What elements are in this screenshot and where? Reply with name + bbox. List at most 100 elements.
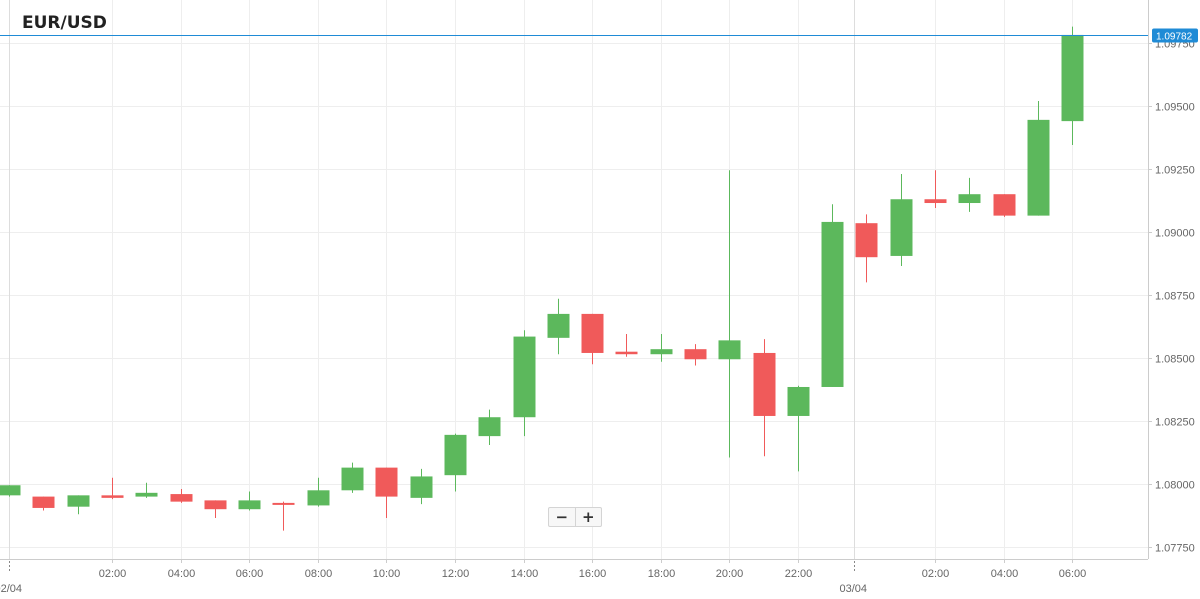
candle-body [890,199,913,256]
x-tick-label: 08:00 [305,568,333,580]
candle-down [855,214,878,283]
candle-body [787,386,810,416]
candle-body [924,199,947,204]
candle-body [272,502,295,505]
candle-body [1027,119,1050,216]
candle-body [170,494,193,502]
zoom-controls: − + [548,507,602,527]
candle-down [993,194,1016,217]
candle-body [650,349,673,355]
current-price-tag [1152,28,1198,43]
candle-body [307,490,330,506]
x-tick-label: 06:00 [236,568,264,580]
candle-down [170,489,193,503]
x-tick-label: 04:00 [168,568,196,580]
candle-down [753,339,776,457]
candle-body [718,340,741,360]
candle-up [307,477,330,507]
grid [0,0,1148,559]
date-label: 02/04 [0,583,22,595]
x-tick-label: 04:00 [991,568,1019,580]
candle-body [753,352,776,416]
y-tick-label: 1.09250 [1155,165,1195,177]
candles [0,26,1084,531]
candle-down [684,344,707,366]
candle-body [32,496,55,508]
candle-up [890,174,913,267]
candle-up [135,482,158,498]
candle-body [444,434,467,476]
candle-up [958,177,981,212]
y-tick-label: 1.08250 [1155,417,1195,429]
y-tick-label: 1.07750 [1155,543,1195,555]
candle-body [1061,34,1084,122]
candle-up [0,485,21,497]
candle-up [787,385,810,472]
candle-down [32,496,55,511]
candle-up [1061,26,1084,146]
symbol-title: EUR/USD [22,13,111,33]
y-tick-label: 1.09500 [1155,102,1195,114]
candle-up [650,334,673,362]
candle-body [855,223,878,258]
y-tick-label: 1.08000 [1155,480,1195,492]
x-tick-label: 16:00 [579,568,607,580]
candle-body [581,313,604,353]
candle-down [101,477,124,500]
candle-down [272,501,295,531]
zoom-out-button[interactable]: − [549,508,576,526]
candle-down [581,313,604,365]
candle-body [341,467,364,491]
candle-up [341,462,364,493]
current-price-marker: 1.09782 [0,28,1198,43]
candle-up [478,409,501,445]
x-tick-label: 10:00 [373,568,401,580]
candle-down [924,170,947,209]
candle-down [375,467,398,519]
x-tick-label: 14:00 [511,568,539,580]
candle-up [821,204,844,387]
candle-up [238,491,261,511]
candle-up [1027,100,1050,216]
candle-body [135,492,158,497]
current-price-label: 1.09782 [1156,32,1193,43]
candle-body [101,495,124,498]
candle-down [615,334,638,357]
candle-body [67,495,90,507]
candle-up [547,298,570,355]
candle-up [67,495,90,515]
x-tick-label: 20:00 [716,568,744,580]
candle-up [513,330,536,437]
x-tick-label: 06:00 [1059,568,1087,580]
candle-body [615,351,638,355]
candle-body [238,500,261,510]
candle-body [410,476,433,498]
x-tick-label: 02:00 [922,568,950,580]
candle-body [821,221,844,387]
x-tick-label: 22:00 [785,568,813,580]
zoom-in-button[interactable]: + [581,507,595,526]
candle-body [684,349,707,360]
x-tick-label: 12:00 [442,568,470,580]
candle-body [993,194,1016,216]
y-tick-label: 1.08500 [1155,354,1195,366]
candle-up [718,170,741,458]
candle-body [375,467,398,497]
candle-body [0,485,21,496]
candle-up [410,468,433,505]
y-tick-label: 1.08750 [1155,291,1195,303]
candle-body [958,194,981,204]
candle-body [513,336,536,418]
x-tick-label: 18:00 [648,568,676,580]
y-tick-label: 1.09000 [1155,228,1195,240]
x-tick-label: 02:00 [99,568,127,580]
candle-body [547,313,570,338]
candle-up [444,433,467,492]
date-label: 03/04 [840,583,868,595]
candle-down [204,500,227,519]
candle-body [478,417,501,437]
candle-body [204,500,227,510]
